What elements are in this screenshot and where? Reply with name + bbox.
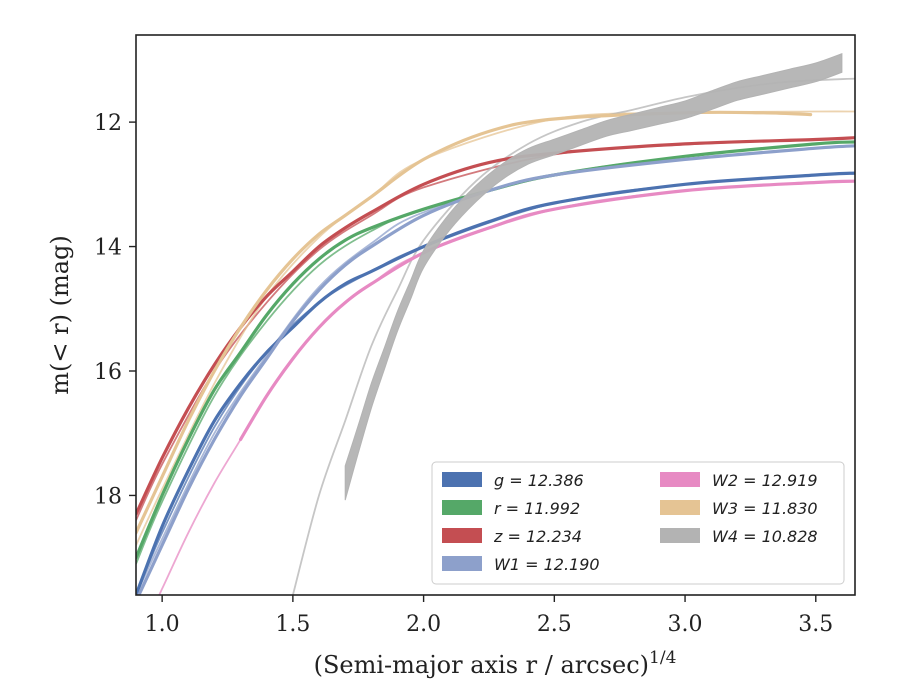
y-axis-title: m(< r) (mag) xyxy=(46,235,74,394)
series-7-band xyxy=(344,52,843,501)
y-tick-label: 14 xyxy=(94,236,122,261)
series-4-band xyxy=(137,144,855,595)
x-tick-label: 2.0 xyxy=(406,612,441,637)
x-tick-label: 1.5 xyxy=(275,612,310,637)
series-2-band xyxy=(136,140,855,560)
y-axis: 12 14 16 18 xyxy=(94,111,136,509)
legend-swatch xyxy=(442,472,482,487)
legend-label: z = 12.234 xyxy=(493,527,582,546)
legend-box xyxy=(431,461,845,585)
x-tick-label: 3.0 xyxy=(668,612,703,637)
series-1-band xyxy=(136,171,855,595)
x-axis-title-exponent: 1/4 xyxy=(649,648,676,668)
legend-swatch xyxy=(660,528,700,543)
legend-swatch xyxy=(442,528,482,543)
x-tick-label: 1.0 xyxy=(145,612,180,637)
y-tick-label: 18 xyxy=(94,484,122,509)
legend-label: r = 11.992 xyxy=(494,499,580,518)
x-tick-label: 2.5 xyxy=(537,612,572,637)
y-tick-label: 12 xyxy=(94,111,122,136)
legend-swatch xyxy=(442,556,482,571)
plot-frame xyxy=(135,34,856,596)
legend-label: W1 = 12.190 xyxy=(494,555,600,574)
legend-label: W3 = 11.830 xyxy=(712,499,818,518)
legend: g = 12.386 r = 11.992 z = 12.234 W1 = 12.19… xyxy=(431,461,845,585)
x-tick-label: 3.5 xyxy=(798,612,833,637)
series-layer xyxy=(136,52,855,595)
x-axis: 1.0 1.5 2.0 2.5 3.0 3.5 xyxy=(145,595,833,637)
series-3-band xyxy=(136,136,855,516)
x-axis-title: (Semi-major axis r / arcsec)1/4 xyxy=(314,648,677,679)
legend-swatch xyxy=(660,500,700,515)
legend-label: g = 12.386 xyxy=(494,471,584,490)
y-tick-label: 16 xyxy=(94,360,122,385)
legend-label: W4 = 10.828 xyxy=(712,527,818,546)
legend-swatch xyxy=(660,472,700,487)
legend-swatch xyxy=(442,500,482,515)
legend-label: W2 = 12.919 xyxy=(712,471,818,490)
